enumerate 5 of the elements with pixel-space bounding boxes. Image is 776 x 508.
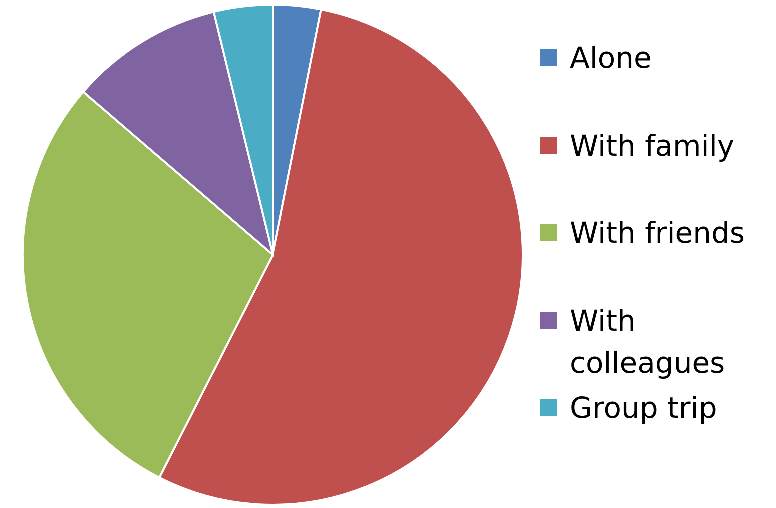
legend-label: Group trip	[570, 391, 718, 425]
legend-label: With family	[570, 129, 735, 163]
legend-label: Alone	[570, 41, 652, 75]
legend-label: With colleagues	[570, 304, 726, 380]
legend-label: With friends	[570, 216, 745, 250]
